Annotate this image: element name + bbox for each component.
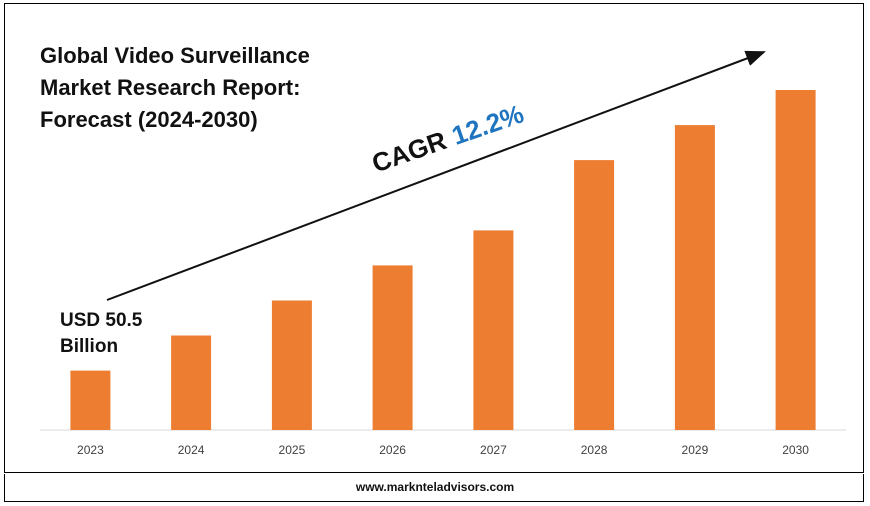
footer-url[interactable]: www.marknteladvisors.com (0, 480, 870, 494)
growth-arrow (107, 52, 764, 300)
x-tick-label-2029: 2029 (682, 443, 709, 457)
bar-2025 (272, 301, 312, 431)
bar-2026 (373, 265, 413, 430)
bar-2030 (776, 90, 816, 430)
x-tick-label-2028: 2028 (581, 443, 608, 457)
bar-2028 (574, 160, 614, 430)
x-tick-label-2024: 2024 (178, 443, 205, 457)
x-tick-label-2023: 2023 (77, 443, 104, 457)
x-tick-label-2030: 2030 (782, 443, 809, 457)
x-tick-labels: 2023 2024 2025 2026 2027 2028 2029 2030 (77, 443, 809, 457)
start-value-label: USD 50.5 Billion (60, 308, 180, 360)
start-value-line-2: Billion (60, 334, 180, 360)
x-tick-label-2025: 2025 (279, 443, 306, 457)
x-tick-label-2027: 2027 (480, 443, 507, 457)
bar-2027 (473, 230, 513, 430)
start-value-line-1: USD 50.5 (60, 308, 180, 334)
bar-2029 (675, 125, 715, 430)
bar-2023 (70, 371, 110, 430)
x-tick-label-2026: 2026 (379, 443, 406, 457)
